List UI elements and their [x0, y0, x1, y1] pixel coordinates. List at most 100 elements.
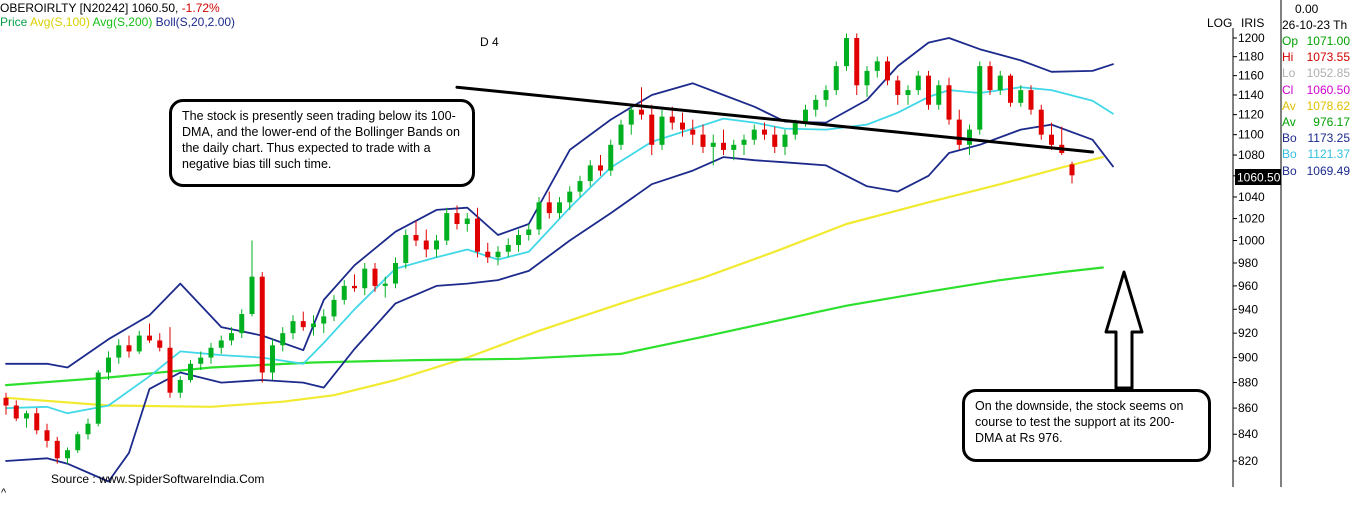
candle: [136, 330, 142, 354]
overlay-lines: [455, 85, 1094, 154]
candle: [454, 205, 460, 230]
candle-body: [177, 380, 183, 393]
candle: [936, 80, 942, 110]
candle-body: [249, 276, 255, 315]
candle-body: [75, 434, 81, 451]
candle: [218, 335, 224, 354]
candle: [3, 392, 9, 415]
candle-body: [628, 109, 634, 125]
candle-body: [536, 202, 542, 230]
y-tick-label: 880: [1238, 376, 1258, 390]
candle: [147, 323, 152, 343]
candle-body: [639, 109, 644, 115]
candle: [874, 56, 880, 78]
candle: [495, 246, 501, 266]
y-tick-label: 1200: [1238, 31, 1265, 45]
panel-value: 1078.62: [1306, 98, 1350, 113]
panel-value: 1069.49: [1306, 163, 1350, 178]
candle-body: [229, 333, 234, 341]
candle: [536, 196, 542, 236]
candle: [1008, 73, 1013, 107]
candle-body: [987, 66, 993, 91]
panel-value: 1052.85: [1306, 66, 1350, 81]
candle-body: [926, 75, 931, 105]
candle: [13, 400, 19, 422]
candle-body: [618, 124, 624, 145]
price-tag-box: [1235, 169, 1281, 185]
candle-body: [700, 134, 706, 147]
candle-body: [1049, 134, 1054, 145]
candle: [464, 213, 470, 232]
panel-row: Bo 1121.37: [1282, 147, 1352, 163]
candle-body: [895, 80, 901, 95]
candle: [659, 109, 665, 150]
change-label: -1.72%: [181, 1, 220, 15]
panel-value: 1060.50: [1306, 82, 1350, 97]
panel-key: Cl: [1282, 82, 1294, 97]
candle: [280, 327, 286, 352]
candle: [1028, 85, 1034, 115]
y-tick-label: 1020: [1238, 212, 1265, 226]
candle-body: [977, 66, 983, 130]
series-boll-upper: [5, 37, 1114, 369]
candle: [618, 119, 624, 150]
candle-body: [34, 413, 40, 431]
candle: [516, 229, 521, 252]
candle-body: [280, 333, 286, 346]
candle: [403, 229, 409, 269]
candle-body: [116, 345, 122, 358]
panel-value: 1071.00: [1306, 34, 1350, 48]
legend-price: Price: [0, 15, 28, 29]
candle-body: [844, 38, 849, 67]
candle-body: [1038, 109, 1044, 135]
y-tick-label: 820: [1238, 454, 1258, 468]
panel-key: Lo: [1282, 66, 1296, 81]
candle-body: [956, 119, 962, 145]
candle-body: [874, 61, 880, 71]
candle-body: [362, 268, 368, 289]
y-tick-label: 960: [1238, 279, 1258, 293]
candle: [95, 369, 101, 427]
legend-avg200: Avg(S,200): [92, 15, 153, 29]
panel-row: Bo 1173.25: [1282, 131, 1352, 147]
candle: [741, 134, 747, 156]
panel-date: 26-10-23: [1282, 18, 1331, 32]
candle-body: [290, 321, 296, 334]
panel-day: Th: [1333, 18, 1348, 32]
candle: [844, 33, 849, 71]
candle-body: [885, 61, 890, 81]
candle: [926, 70, 931, 110]
candle-body: [65, 450, 70, 459]
candle-body: [505, 244, 511, 252]
price-label: 1060.50,: [131, 1, 179, 15]
candle-body: [608, 144, 614, 171]
candle: [188, 360, 193, 383]
candle: [413, 220, 419, 247]
candle: [126, 335, 132, 358]
candle-body: [434, 240, 439, 250]
candle-body: [44, 430, 50, 441]
candle: [751, 124, 757, 145]
candle-body: [782, 134, 788, 147]
legend-avg100: Avg(S,100): [30, 15, 90, 29]
y-axis-ticks: 820 840 860 880 900 920 940 960 980 1000 1020 1040 1…: [1233, 31, 1265, 468]
candle-body: [967, 129, 972, 145]
log-toggle[interactable]: LOG: [1207, 16, 1233, 30]
candle-body: [147, 335, 152, 341]
candle: [526, 224, 532, 241]
price-tag: 1060.50: [1237, 171, 1281, 185]
candle-body: [813, 99, 819, 110]
candle: [690, 119, 696, 145]
candle: [362, 262, 368, 296]
y-tick-label: 1000: [1238, 234, 1265, 248]
candle: [270, 339, 275, 381]
panel-key: Bo: [1282, 163, 1297, 178]
candle-body: [300, 321, 306, 328]
candle-body: [495, 251, 501, 258]
candle-body: [188, 363, 193, 381]
candle: [331, 295, 337, 322]
candle-body: [413, 235, 419, 241]
candle-body: [546, 202, 552, 214]
source-credit: Source : www.SpiderSoftwareIndia.Com: [51, 472, 265, 486]
